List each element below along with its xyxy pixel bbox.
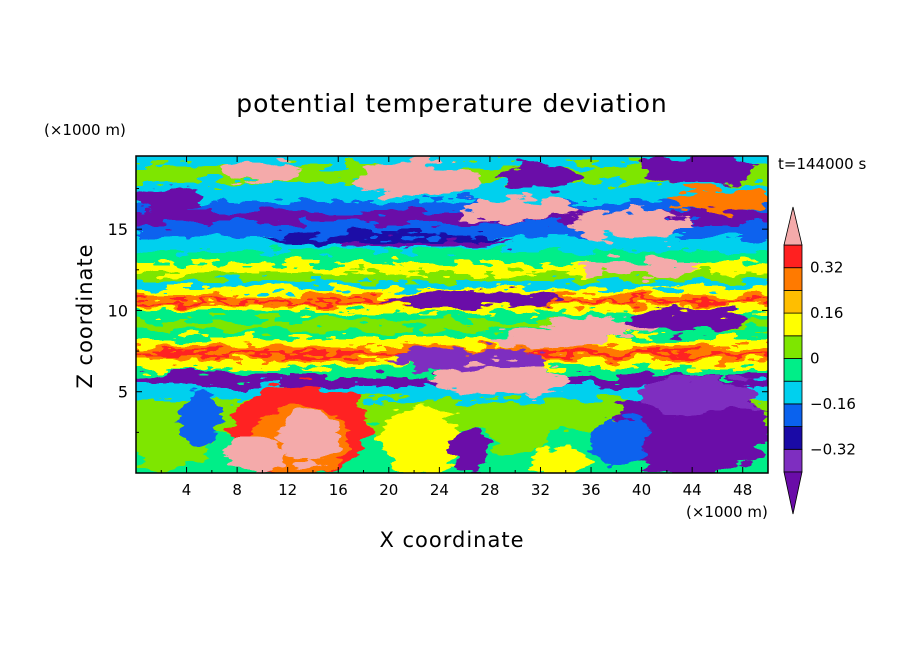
colorbar-band [783, 380, 803, 405]
colorbar-band [783, 426, 803, 450]
colorbar-tick-label: 0.32 [810, 259, 843, 277]
x-tick-label: 40 [632, 481, 651, 499]
colorbar-band [783, 267, 803, 291]
contour-region [136, 281, 768, 289]
colorbar-band [783, 403, 803, 427]
y-unit-label: (×1000 m) [44, 121, 126, 139]
contour-region [330, 241, 510, 247]
x-tick-label: 16 [329, 481, 348, 499]
colorbar-band [783, 448, 803, 473]
contour-region [640, 377, 760, 413]
colorbar-tick-label: 0.16 [810, 304, 843, 322]
contour-region [136, 223, 768, 237]
contour-region [630, 308, 750, 332]
x-tick-label: 24 [430, 481, 449, 499]
plot-frame [135, 155, 769, 474]
y-tick-label: 5 [118, 383, 128, 402]
contour-region [180, 390, 220, 450]
contour-region [460, 198, 580, 222]
y-tick-label: 10 [108, 301, 128, 320]
chart-title: potential temperature deviation [236, 89, 667, 118]
colorbar-tick-label: 0 [810, 350, 820, 368]
contour-region [136, 251, 768, 263]
contour-region [136, 338, 768, 346]
colorbar-band [783, 312, 803, 337]
x-unit-label: (×1000 m) [686, 503, 768, 521]
x-tick-label: 12 [278, 481, 297, 499]
colorbar-band [783, 289, 803, 314]
contour-region [580, 260, 700, 276]
contour-field [136, 156, 768, 473]
contour-region [136, 201, 768, 211]
contour-region [136, 320, 768, 330]
time-label: t=144000 s [778, 155, 866, 173]
contour-region [532, 444, 588, 473]
colorbar-band [783, 244, 803, 269]
contour-region [380, 405, 460, 473]
x-tick-label: 28 [480, 481, 499, 499]
y-axis: 5 10 15 [108, 188, 768, 433]
contour-region [136, 306, 768, 312]
x-axis: 4 8 12 16 20 24 28 32 36 40 44 48 [160, 156, 752, 499]
contour-region [220, 162, 300, 182]
contour-region [490, 405, 550, 455]
x-tick-label: 20 [379, 481, 398, 499]
x-tick-label: 8 [232, 481, 242, 499]
contour-region [490, 332, 610, 348]
contour-region [136, 370, 250, 386]
x-tick-label: 36 [581, 481, 600, 499]
colorbar-tick-label: −0.32 [810, 440, 856, 458]
contour-region [136, 188, 205, 212]
contour-region [570, 209, 690, 241]
contour-region [640, 156, 760, 184]
contour-region [280, 410, 340, 466]
colorbar-tick-label: −0.16 [810, 395, 856, 413]
x-axis-label: X coordinate [379, 528, 524, 552]
contour-region [430, 365, 570, 395]
contour-region [136, 273, 768, 281]
contour-region [136, 211, 768, 223]
contour-region [380, 292, 560, 308]
contour-region [225, 437, 285, 473]
colorbar: 0.32 0.16 0 −0.16 −0.32 [783, 206, 856, 515]
contour-region [670, 188, 768, 212]
contour-region [500, 163, 580, 187]
x-tick-label: 44 [683, 481, 702, 499]
colorbar-band [783, 335, 803, 359]
contour-region [136, 312, 768, 320]
x-tick-label: 4 [182, 481, 192, 499]
x-tick-label: 48 [733, 481, 752, 499]
y-axis-label: Z coordinate [73, 243, 97, 388]
x-tick-label: 32 [531, 481, 550, 499]
contour-region [136, 330, 768, 338]
contour-region [360, 162, 480, 198]
contour-region [592, 415, 648, 465]
y-tick-label: 15 [108, 220, 128, 239]
contour-region [136, 263, 768, 273]
contour-region [136, 289, 768, 295]
colorbar-bottom-arrow [783, 471, 803, 515]
contour-region [450, 430, 490, 470]
colorbar-top-arrow [783, 206, 803, 246]
colorbar-band [783, 358, 803, 382]
